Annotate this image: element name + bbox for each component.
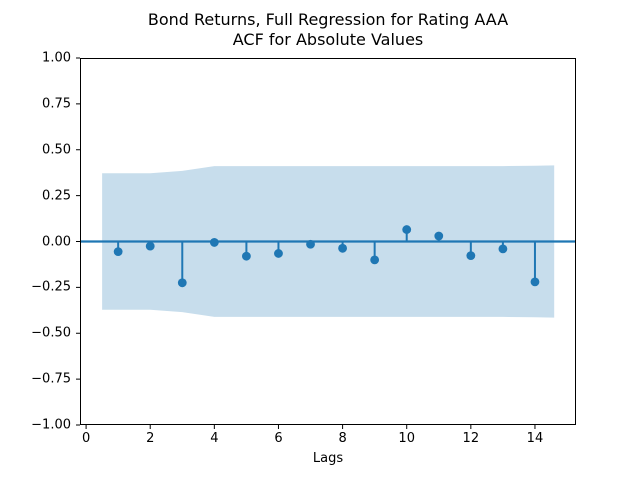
- x-axis-tick-label: 14: [526, 431, 544, 446]
- stem-marker: [177, 278, 187, 288]
- x-axis-tick-label: 12: [462, 431, 480, 446]
- acf-plot-canvas: [76, 57, 576, 429]
- y-axis-tick-label: −0.50: [31, 325, 71, 341]
- y-axis-tick-label: −1.00: [31, 417, 71, 433]
- stem-marker: [306, 239, 315, 249]
- chart-title-line2: ACF for Absolute Values: [232, 30, 424, 49]
- stem-marker: [209, 238, 219, 247]
- y-axis-tick-label: 0.25: [42, 188, 71, 204]
- stem-marker: [498, 244, 508, 254]
- stem-marker: [145, 241, 155, 251]
- stem-marker: [242, 251, 251, 261]
- x-axis-label: Lags: [312, 451, 344, 466]
- stem-marker: [274, 249, 283, 258]
- stem-marker: [113, 247, 123, 256]
- y-axis-tick-label: −0.75: [31, 371, 71, 387]
- stem-marker: [338, 243, 347, 253]
- plot-area: [76, 57, 576, 429]
- stem-marker: [402, 225, 412, 234]
- stem-marker: [530, 277, 540, 287]
- stem-marker: [466, 251, 476, 261]
- chart-title-line1: Bond Returns, Full Regression for Rating…: [147, 10, 509, 29]
- stem-marker: [434, 231, 444, 241]
- x-axis-tick-label: 0: [81, 431, 91, 446]
- x-axis-tick-label: 6: [274, 431, 283, 446]
- y-axis-tick-label: 1.00: [42, 50, 71, 66]
- x-axis-tick-label: 8: [338, 431, 347, 446]
- x-axis-tick-label: 2: [146, 431, 155, 446]
- stem-marker: [370, 255, 380, 265]
- y-axis-tick-label: 0.50: [42, 142, 71, 158]
- plot-spines: [80, 58, 576, 425]
- y-axis-tick-label: 0.00: [42, 234, 71, 249]
- x-axis-tick-label: 10: [398, 431, 415, 446]
- y-axis-tick-label: 0.75: [42, 96, 71, 112]
- y-axis-tick-label: −0.25: [31, 279, 71, 295]
- x-axis-tick-label: 4: [210, 431, 219, 446]
- chart-title: Bond Returns, Full Regression for Rating…: [80, 10, 576, 50]
